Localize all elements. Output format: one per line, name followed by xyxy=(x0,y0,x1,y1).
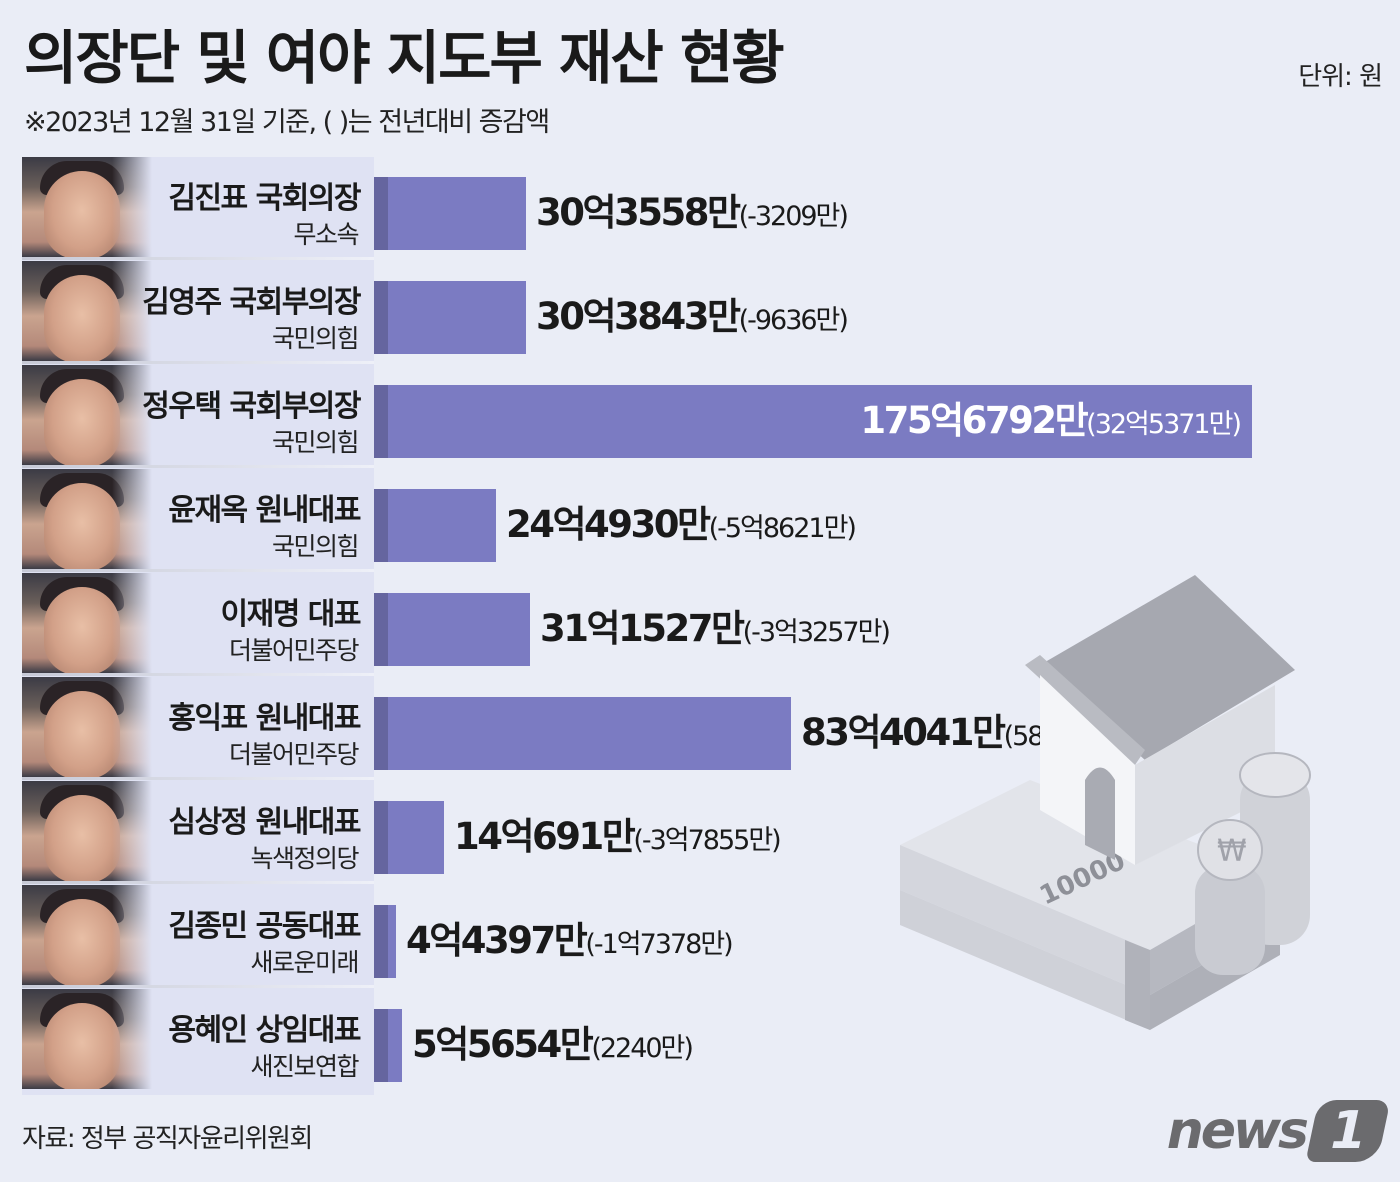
face-icon xyxy=(44,587,120,673)
party-name: 국민의힘 xyxy=(271,428,360,457)
chart-row: 김종민 공동대표 새로운미래 4억4397만(-1억7378만) xyxy=(22,885,1400,988)
face-icon xyxy=(44,691,120,777)
chart-subtitle: ※2023년 12월 31일 기준, ( )는 전년대비 증감액 xyxy=(24,107,550,138)
asset-bar xyxy=(374,385,1252,458)
chart-row: 심상정 원내대표 녹색정의당 14억691만(-3억7855만) xyxy=(22,781,1400,884)
person-name: 홍익표 원내대표 xyxy=(168,701,361,736)
party-name: 국민의힘 xyxy=(271,324,360,353)
row-divider xyxy=(22,881,374,884)
source-label: 자료: 정부 공직자윤리위원회 xyxy=(22,1124,313,1154)
face-icon xyxy=(44,379,120,465)
news1-logo: news 1 xyxy=(1166,1100,1391,1162)
asset-bar xyxy=(374,489,496,562)
chart-row: 용혜인 상임대표 새진보연합 5억5654만(2240만) xyxy=(22,989,1400,1092)
chart-row: 김영주 국회부의장 국민의힘 30억3843만(-9636만) xyxy=(22,261,1400,364)
asset-change: (32억5371만) xyxy=(1086,409,1242,440)
face-icon xyxy=(44,275,120,361)
portrait-photo xyxy=(22,677,152,777)
unit-label: 단위: 원 xyxy=(1298,62,1383,92)
asset-bar xyxy=(374,1009,402,1082)
asset-bar xyxy=(374,801,444,874)
asset-bar xyxy=(374,281,526,354)
person-name: 김영주 국회부의장 xyxy=(142,285,361,320)
asset-value-label: 30억3558만(-3209만) xyxy=(536,191,849,239)
party-name: 새진보연합 xyxy=(250,1052,359,1081)
face-icon xyxy=(44,795,120,881)
asset-change: (-1억7378만) xyxy=(585,929,733,960)
asset-change: (-3억3257만) xyxy=(742,617,891,648)
portrait-photo xyxy=(22,365,152,465)
asset-bar xyxy=(374,177,526,250)
asset-value-label: 4억4397만(-1억7378만) xyxy=(406,919,734,967)
chart-row: 윤재옥 원내대표 국민의힘 24억4930만(-5억8621만) xyxy=(22,469,1400,572)
party-name: 새로운미래 xyxy=(250,948,359,977)
face-icon xyxy=(44,483,120,569)
asset-value: 14억691만 xyxy=(454,815,636,858)
person-name: 김진표 국회의장 xyxy=(168,181,361,216)
person-name: 정우택 국회부의장 xyxy=(142,389,361,424)
asset-value: 4억4397만 xyxy=(406,919,588,962)
asset-value-label: 30억3843만(-9636만) xyxy=(536,295,849,343)
person-name: 윤재옥 원내대표 xyxy=(168,493,361,528)
party-name: 무소속 xyxy=(293,220,359,249)
asset-change: (2240만) xyxy=(591,1033,694,1064)
asset-value-label: 5억5654만(2240만) xyxy=(412,1023,694,1071)
row-divider xyxy=(22,465,374,468)
asset-change: (-3억7855만) xyxy=(633,825,781,856)
portrait-photo xyxy=(22,989,152,1089)
house-money-illustration: 10000 ₩ xyxy=(900,575,1311,1030)
asset-value: 24억4930만 xyxy=(506,503,711,546)
asset-bar xyxy=(374,905,396,978)
house-icon xyxy=(1025,575,1295,865)
asset-bar xyxy=(374,593,530,666)
portrait-photo xyxy=(22,469,152,569)
row-divider xyxy=(22,257,374,260)
asset-value: 175억6792만 xyxy=(860,399,1088,442)
asset-value: 5억5654만 xyxy=(412,1023,594,1066)
chart-title: 의장단 및 여야 지도부 재산 현황 xyxy=(24,24,785,92)
logo-wordmark: news xyxy=(1166,1101,1309,1161)
row-divider xyxy=(22,673,374,676)
asset-value: 30억3558만 xyxy=(536,191,741,234)
chart-row: 김진표 국회의장 무소속 30억3558만(-3209만) xyxy=(22,157,1400,260)
row-divider xyxy=(22,569,374,572)
row-divider xyxy=(22,985,374,988)
row-divider xyxy=(22,361,374,364)
party-name: 더불어민주당 xyxy=(228,740,360,769)
asset-value-label: 14억691만(-3억7855만) xyxy=(454,815,782,863)
person-name: 이재명 대표 xyxy=(220,597,362,632)
portrait-photo xyxy=(22,885,152,985)
asset-change: (-9636만) xyxy=(738,305,849,336)
chart-row: 홍익표 원내대표 더불어민주당 83억4041만(5838만) xyxy=(22,677,1400,780)
chart-row: 이재명 대표 더불어민주당 31억1527만(-3억3257만) xyxy=(22,573,1400,676)
face-icon xyxy=(44,1003,120,1089)
chart-row: 정우택 국회부의장 국민의힘 175억6792만(32억5371만) xyxy=(22,365,1400,468)
row-divider xyxy=(22,777,374,780)
person-name: 김종민 공동대표 xyxy=(168,909,361,944)
asset-value-label: 24억4930만(-5억8621만) xyxy=(506,503,857,551)
coin-stack-icon: ₩ xyxy=(1195,752,1311,975)
portrait-photo xyxy=(22,781,152,881)
portrait-photo xyxy=(22,573,152,673)
asset-change: (-5억8621만) xyxy=(708,513,857,544)
asset-value: 30억3843만 xyxy=(536,295,741,338)
asset-value-label: 175억6792만(32억5371만) xyxy=(860,399,1242,447)
party-name: 더불어민주당 xyxy=(228,636,360,665)
asset-value: 31억1527만 xyxy=(540,607,745,650)
asset-value-label: 31억1527만(-3억3257만) xyxy=(540,607,891,655)
svg-text:₩: ₩ xyxy=(1217,834,1247,869)
logo-number-badge: 1 xyxy=(1305,1100,1391,1162)
party-name: 국민의힘 xyxy=(271,532,360,561)
portrait-photo xyxy=(22,157,152,257)
asset-bar xyxy=(374,697,791,770)
party-name: 녹색정의당 xyxy=(250,844,359,873)
person-name: 심상정 원내대표 xyxy=(168,805,361,840)
asset-value: 83억4041만 xyxy=(801,711,1006,754)
face-icon xyxy=(44,899,120,985)
person-name: 용혜인 상임대표 xyxy=(168,1013,361,1048)
face-icon xyxy=(44,171,120,257)
portrait-photo xyxy=(22,261,152,361)
asset-change: (-3209만) xyxy=(738,201,849,232)
